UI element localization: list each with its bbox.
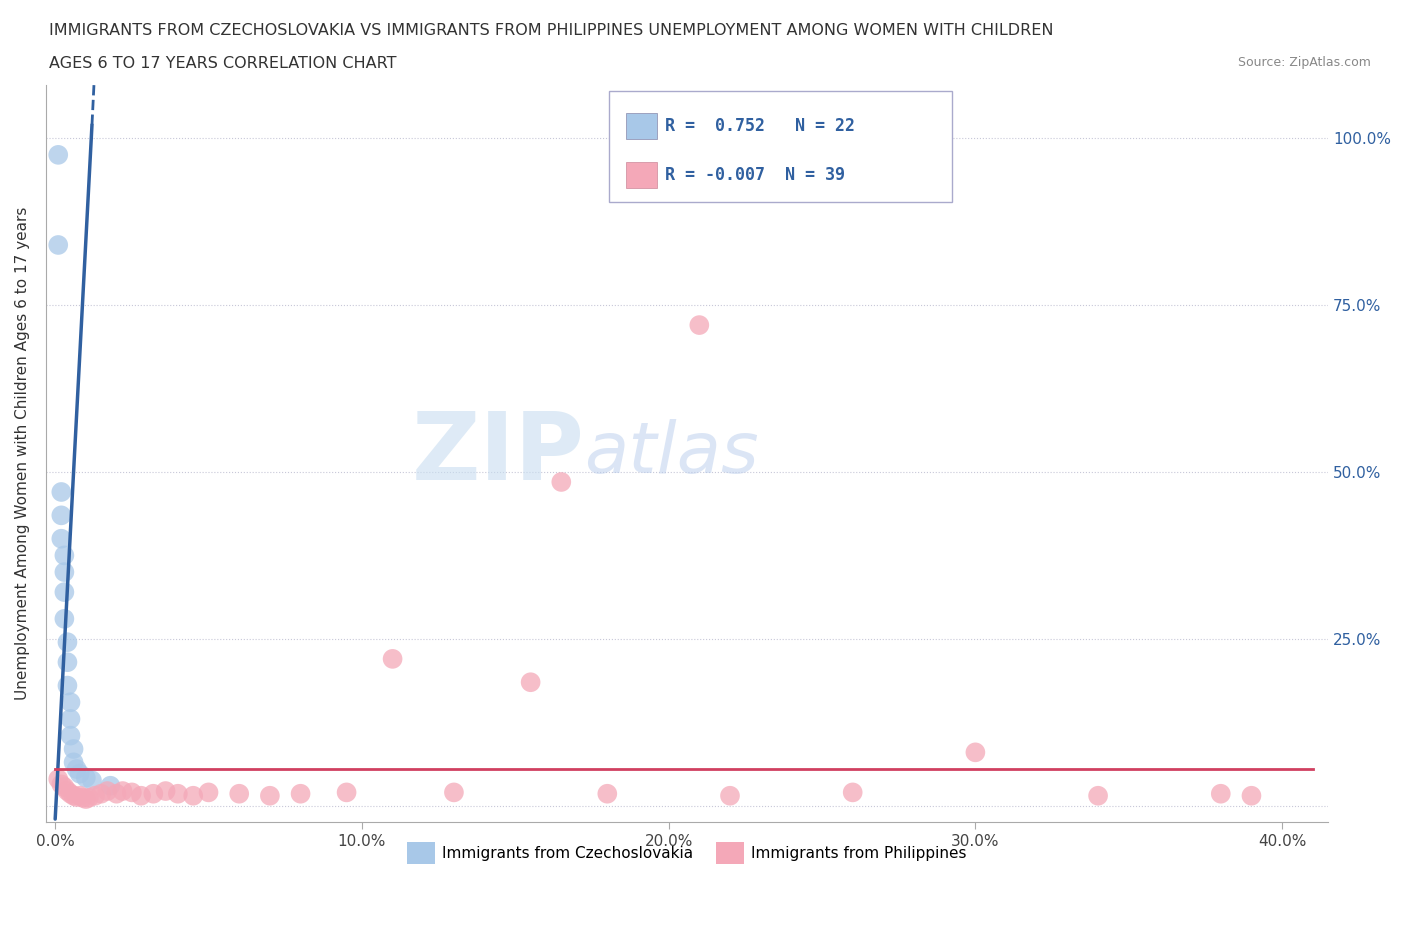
Point	[59, 786, 82, 801]
Point	[718, 789, 741, 804]
Point	[121, 785, 143, 800]
Point	[46, 148, 69, 163]
Point	[62, 741, 84, 756]
Point	[90, 786, 112, 801]
Point	[59, 728, 82, 743]
Point	[197, 785, 219, 800]
Point	[259, 789, 281, 804]
Point	[1240, 789, 1263, 804]
Point	[53, 611, 76, 626]
Point	[80, 773, 103, 788]
Text: ZIP: ZIP	[412, 407, 585, 499]
Legend: Immigrants from Czechoslovakia, Immigrants from Philippines: Immigrants from Czechoslovakia, Immigran…	[401, 836, 973, 870]
Text: R = -0.007  N = 39: R = -0.007 N = 39	[665, 166, 845, 184]
Point	[75, 770, 97, 785]
Point	[59, 695, 82, 710]
Point	[46, 772, 69, 787]
Point	[129, 789, 152, 804]
Text: R =  0.752   N = 22: R = 0.752 N = 22	[665, 116, 855, 135]
Point	[111, 784, 134, 799]
Point	[69, 766, 91, 781]
Point	[51, 508, 73, 523]
Point	[59, 711, 82, 726]
Text: atlas: atlas	[585, 419, 759, 488]
Point	[75, 791, 97, 806]
Point	[1087, 789, 1109, 804]
Point	[688, 318, 710, 333]
Point	[228, 786, 250, 801]
Point	[155, 784, 177, 799]
Point	[335, 785, 357, 800]
Point	[51, 485, 73, 499]
Point	[96, 784, 118, 799]
Point	[69, 789, 91, 804]
Point	[66, 790, 89, 804]
Point	[62, 755, 84, 770]
Point	[56, 784, 79, 799]
Point	[965, 745, 987, 760]
Point	[181, 789, 204, 804]
Text: Source: ZipAtlas.com: Source: ZipAtlas.com	[1237, 56, 1371, 69]
Point	[53, 548, 76, 563]
Point	[100, 778, 122, 793]
Text: AGES 6 TO 17 YEARS CORRELATION CHART: AGES 6 TO 17 YEARS CORRELATION CHART	[49, 56, 396, 71]
Y-axis label: Unemployment Among Women with Children Ages 6 to 17 years: Unemployment Among Women with Children A…	[15, 206, 30, 700]
Point	[519, 675, 541, 690]
Point	[56, 655, 79, 670]
Point	[56, 635, 79, 650]
Point	[596, 786, 619, 801]
Text: IMMIGRANTS FROM CZECHOSLOVAKIA VS IMMIGRANTS FROM PHILIPPINES UNEMPLOYMENT AMONG: IMMIGRANTS FROM CZECHOSLOVAKIA VS IMMIGR…	[49, 23, 1053, 38]
Point	[53, 585, 76, 600]
Point	[167, 786, 190, 801]
Point	[77, 790, 100, 805]
Point	[72, 790, 94, 805]
Point	[51, 531, 73, 546]
Point	[53, 779, 76, 794]
Point	[443, 785, 465, 800]
Point	[66, 762, 89, 777]
Point	[841, 785, 863, 800]
Point	[46, 237, 69, 252]
Point	[53, 565, 76, 579]
Point	[51, 777, 73, 791]
Point	[56, 678, 79, 693]
Point	[105, 786, 128, 801]
Point	[550, 474, 572, 489]
Point	[290, 786, 312, 801]
Point	[381, 651, 404, 666]
Point	[62, 789, 84, 804]
Point	[1209, 786, 1232, 801]
Point	[142, 786, 165, 801]
Point	[84, 789, 107, 804]
